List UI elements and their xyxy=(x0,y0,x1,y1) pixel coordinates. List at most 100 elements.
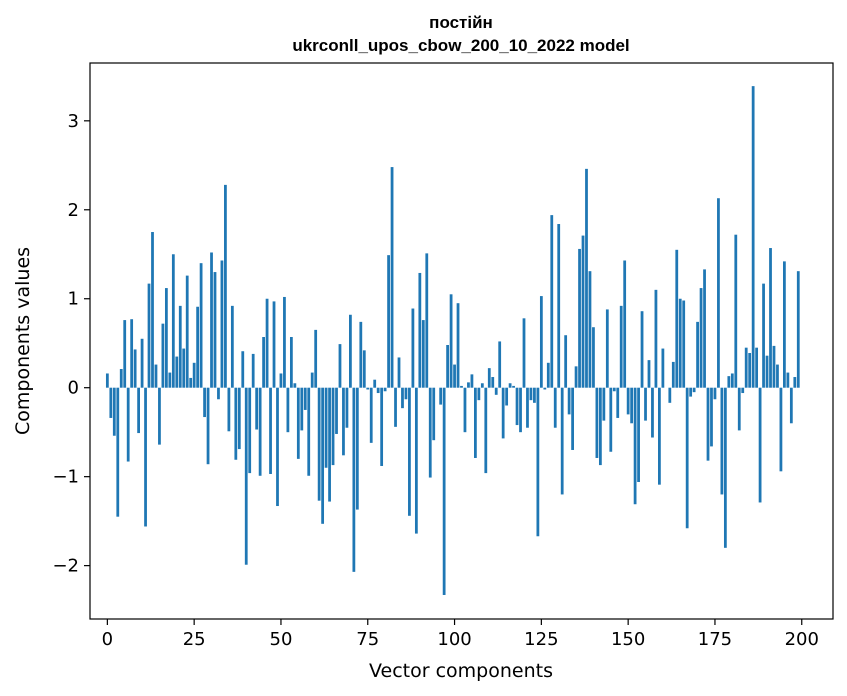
x-axis-label: Vector components xyxy=(369,660,553,682)
bar xyxy=(283,296,286,388)
bar xyxy=(529,387,533,401)
bar xyxy=(362,350,366,388)
bar xyxy=(654,289,658,388)
bar xyxy=(598,387,602,466)
bar xyxy=(147,283,151,388)
bar xyxy=(779,387,783,472)
bar xyxy=(428,387,432,478)
bar xyxy=(289,337,293,388)
bar xyxy=(359,321,363,388)
bar xyxy=(119,369,123,388)
bar xyxy=(352,387,356,572)
bar xyxy=(217,387,220,400)
bar xyxy=(387,255,390,388)
bar xyxy=(793,377,797,388)
bar xyxy=(276,387,279,507)
bar xyxy=(272,301,276,388)
bar xyxy=(710,387,713,447)
bar xyxy=(703,269,706,388)
bar xyxy=(796,271,800,388)
bar xyxy=(421,320,425,388)
bar xyxy=(442,387,446,595)
y-tick-label: −2 xyxy=(52,556,79,577)
bar xyxy=(734,234,738,388)
bar xyxy=(439,387,443,405)
bar xyxy=(612,387,616,392)
bar xyxy=(751,86,755,388)
bar xyxy=(633,387,637,505)
bar xyxy=(786,372,790,388)
bar xyxy=(592,327,595,388)
bar xyxy=(783,261,786,388)
bar xyxy=(196,306,200,388)
bar xyxy=(571,387,574,450)
bar xyxy=(501,387,505,439)
bar xyxy=(675,249,679,388)
bar xyxy=(449,294,453,388)
bar xyxy=(237,387,241,450)
bar xyxy=(526,387,529,428)
bar xyxy=(720,387,724,495)
bar xyxy=(296,387,300,459)
bar xyxy=(557,224,561,388)
bar xyxy=(248,387,252,474)
bar xyxy=(494,387,498,395)
bar xyxy=(446,345,449,388)
bar xyxy=(324,387,328,468)
bar xyxy=(230,305,234,388)
bar xyxy=(539,296,543,388)
bar xyxy=(696,321,699,388)
bar xyxy=(689,387,693,397)
bar xyxy=(137,387,140,434)
bar xyxy=(522,318,526,388)
bar xyxy=(383,387,387,392)
bar xyxy=(553,387,557,428)
bar xyxy=(605,309,609,388)
y-axis-label: Components values xyxy=(12,247,34,435)
bar xyxy=(203,387,206,418)
bar xyxy=(345,387,349,428)
bar xyxy=(769,248,772,388)
bar xyxy=(241,351,245,388)
bar xyxy=(303,387,307,410)
bar xyxy=(519,387,522,433)
bar xyxy=(480,383,484,388)
bar xyxy=(647,360,651,388)
bar xyxy=(723,387,727,548)
bar xyxy=(609,387,613,452)
bar xyxy=(477,387,481,401)
bar xyxy=(776,364,779,388)
bar xyxy=(658,387,661,485)
bar xyxy=(661,348,665,388)
x-tick-label: 150 xyxy=(611,629,645,650)
bar xyxy=(397,357,401,388)
bars-group xyxy=(105,86,800,595)
y-tick-label: −1 xyxy=(52,467,79,488)
bar xyxy=(637,387,640,482)
bar xyxy=(206,387,210,465)
bar xyxy=(390,167,394,388)
bar xyxy=(727,376,731,388)
bar xyxy=(762,283,765,388)
bar xyxy=(713,387,717,400)
bar xyxy=(651,387,654,438)
bar xyxy=(425,253,429,388)
y-tick-label: 2 xyxy=(68,200,79,221)
bar xyxy=(484,387,488,474)
bar xyxy=(487,368,491,388)
bar xyxy=(130,319,134,388)
x-tick-label: 50 xyxy=(270,629,293,650)
bar xyxy=(213,272,217,388)
bar xyxy=(262,337,265,388)
bar xyxy=(463,387,467,433)
bar xyxy=(192,362,196,388)
bar xyxy=(355,387,359,510)
bar xyxy=(432,387,436,441)
bar xyxy=(418,272,422,388)
bar xyxy=(508,383,512,388)
x-tick-label: 100 xyxy=(437,629,471,650)
y-tick-label: 0 xyxy=(68,378,79,399)
bar xyxy=(269,387,272,474)
bar xyxy=(251,353,255,388)
bar xyxy=(234,387,238,460)
